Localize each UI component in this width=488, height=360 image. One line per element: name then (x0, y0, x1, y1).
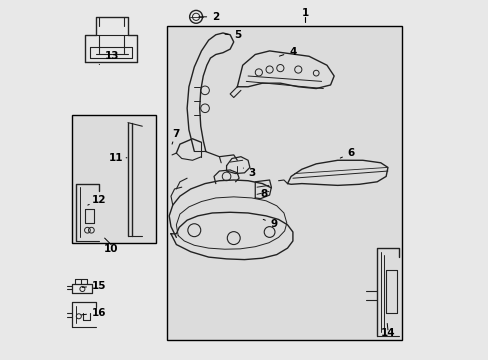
Text: 12: 12 (88, 195, 106, 205)
Text: 13: 13 (99, 51, 119, 64)
Text: 8: 8 (260, 189, 267, 199)
Text: 5: 5 (224, 30, 241, 40)
Text: 4: 4 (279, 46, 296, 57)
Text: 1: 1 (301, 8, 308, 18)
Text: 9: 9 (263, 219, 277, 229)
Text: 2: 2 (199, 12, 219, 22)
Text: 16: 16 (81, 308, 106, 318)
Text: 3: 3 (243, 168, 256, 178)
Bar (72, 116, 156, 243)
Text: 14: 14 (380, 328, 394, 338)
Text: 10: 10 (103, 244, 118, 254)
Text: 6: 6 (340, 148, 354, 158)
Text: 7: 7 (172, 129, 179, 144)
Bar (167, 26, 402, 339)
Text: 15: 15 (82, 281, 106, 291)
Text: 11: 11 (109, 153, 126, 163)
